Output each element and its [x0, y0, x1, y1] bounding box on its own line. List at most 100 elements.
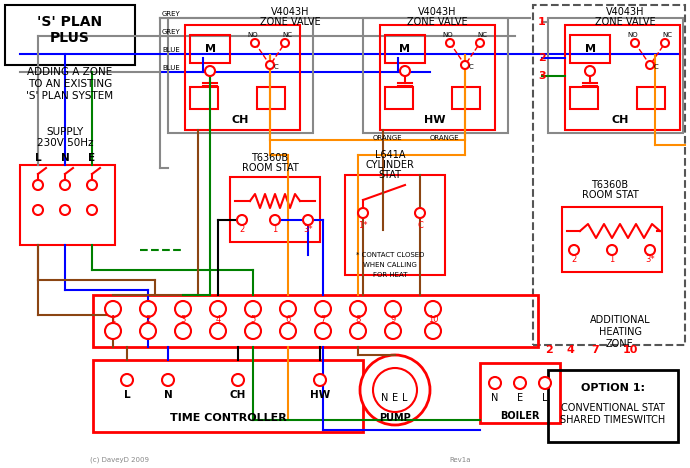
Text: 2: 2 — [571, 256, 577, 264]
Text: 10: 10 — [428, 315, 438, 324]
Text: T6360B: T6360B — [251, 153, 288, 163]
Text: CH: CH — [611, 115, 629, 125]
Text: 1: 1 — [273, 226, 277, 234]
Circle shape — [251, 39, 259, 47]
Circle shape — [210, 323, 226, 339]
Bar — [548, 18, 683, 133]
Text: STAT: STAT — [379, 170, 402, 180]
Circle shape — [210, 301, 226, 317]
Circle shape — [87, 180, 97, 190]
Text: ZONE VALVE: ZONE VALVE — [595, 17, 656, 27]
Bar — [93, 360, 363, 432]
Text: E: E — [88, 153, 95, 163]
Text: N: N — [382, 393, 388, 403]
Text: 2: 2 — [545, 345, 553, 355]
Circle shape — [585, 66, 595, 76]
Text: N: N — [61, 153, 70, 163]
Text: SHARED TIMESWITCH: SHARED TIMESWITCH — [560, 415, 666, 425]
Text: L: L — [124, 390, 130, 400]
Bar — [565, 25, 680, 130]
Circle shape — [33, 205, 43, 215]
Text: ORANGE: ORANGE — [430, 135, 460, 141]
Text: 1*: 1* — [358, 220, 368, 229]
Circle shape — [245, 301, 261, 317]
Circle shape — [105, 323, 121, 339]
Bar — [185, 25, 300, 130]
Text: E: E — [392, 393, 398, 403]
Text: TO AN EXISTING: TO AN EXISTING — [28, 79, 112, 89]
Text: V4043H: V4043H — [270, 7, 309, 17]
Circle shape — [315, 323, 331, 339]
Text: ROOM STAT: ROOM STAT — [241, 163, 298, 173]
Text: CONVENTIONAL STAT: CONVENTIONAL STAT — [561, 403, 665, 413]
Text: ZONE VALVE: ZONE VALVE — [259, 17, 320, 27]
Text: GREY: GREY — [162, 29, 181, 35]
Bar — [93, 295, 538, 347]
Circle shape — [121, 374, 133, 386]
Text: M: M — [584, 44, 595, 54]
Circle shape — [162, 374, 174, 386]
Text: 4: 4 — [215, 315, 221, 324]
Text: PLUS: PLUS — [50, 31, 90, 45]
Bar — [570, 35, 610, 63]
Text: ADDING A ZONE: ADDING A ZONE — [28, 67, 112, 77]
Text: L: L — [34, 153, 41, 163]
Text: 5: 5 — [250, 315, 255, 324]
Circle shape — [33, 180, 43, 190]
Circle shape — [400, 66, 410, 76]
Text: GREY: GREY — [162, 11, 181, 17]
Text: BLUE: BLUE — [162, 65, 180, 71]
Text: HW: HW — [424, 115, 446, 125]
Text: M: M — [400, 44, 411, 54]
Circle shape — [645, 245, 655, 255]
Bar — [230, 177, 320, 242]
Bar — [533, 5, 685, 345]
Circle shape — [385, 323, 401, 339]
Text: C: C — [417, 220, 423, 229]
Circle shape — [539, 377, 551, 389]
Text: 230V 50Hz: 230V 50Hz — [37, 138, 93, 148]
Text: 2: 2 — [146, 315, 150, 324]
Text: 'S' PLAN: 'S' PLAN — [37, 15, 103, 29]
Bar — [480, 363, 560, 423]
Text: BLUE: BLUE — [162, 47, 180, 53]
Text: CYLINDER: CYLINDER — [366, 160, 415, 170]
Text: 1: 1 — [110, 315, 116, 324]
Circle shape — [314, 374, 326, 386]
Text: 7: 7 — [591, 345, 599, 355]
Circle shape — [646, 61, 654, 69]
Text: BOILER: BOILER — [500, 411, 540, 421]
Text: ORANGE: ORANGE — [373, 135, 403, 141]
Text: V4043H: V4043H — [417, 7, 456, 17]
Text: 'S' PLAN SYSTEM: 'S' PLAN SYSTEM — [26, 91, 114, 101]
Text: CH: CH — [230, 390, 246, 400]
Text: NC: NC — [662, 32, 672, 38]
Circle shape — [175, 323, 191, 339]
Bar — [345, 175, 445, 275]
Text: SUPPLY: SUPPLY — [46, 127, 83, 137]
Text: 4: 4 — [566, 345, 574, 355]
Bar — [20, 165, 115, 245]
Bar — [190, 35, 230, 63]
Circle shape — [489, 377, 501, 389]
Bar — [380, 25, 495, 130]
Circle shape — [350, 301, 366, 317]
Bar — [548, 370, 678, 442]
Bar — [385, 87, 413, 109]
Circle shape — [446, 39, 454, 47]
Text: 3*: 3* — [645, 256, 655, 264]
Text: 7: 7 — [320, 315, 326, 324]
Text: PUMP: PUMP — [379, 413, 411, 423]
Text: 2: 2 — [239, 226, 245, 234]
Circle shape — [425, 301, 441, 317]
Text: 3*: 3* — [303, 226, 313, 234]
Text: T6360B: T6360B — [591, 180, 629, 190]
Text: 1: 1 — [609, 256, 615, 264]
Bar — [385, 35, 425, 63]
Circle shape — [461, 61, 469, 69]
Circle shape — [87, 205, 97, 215]
Circle shape — [661, 39, 669, 47]
Text: 9: 9 — [391, 315, 395, 324]
Circle shape — [205, 66, 215, 76]
Circle shape — [631, 39, 639, 47]
